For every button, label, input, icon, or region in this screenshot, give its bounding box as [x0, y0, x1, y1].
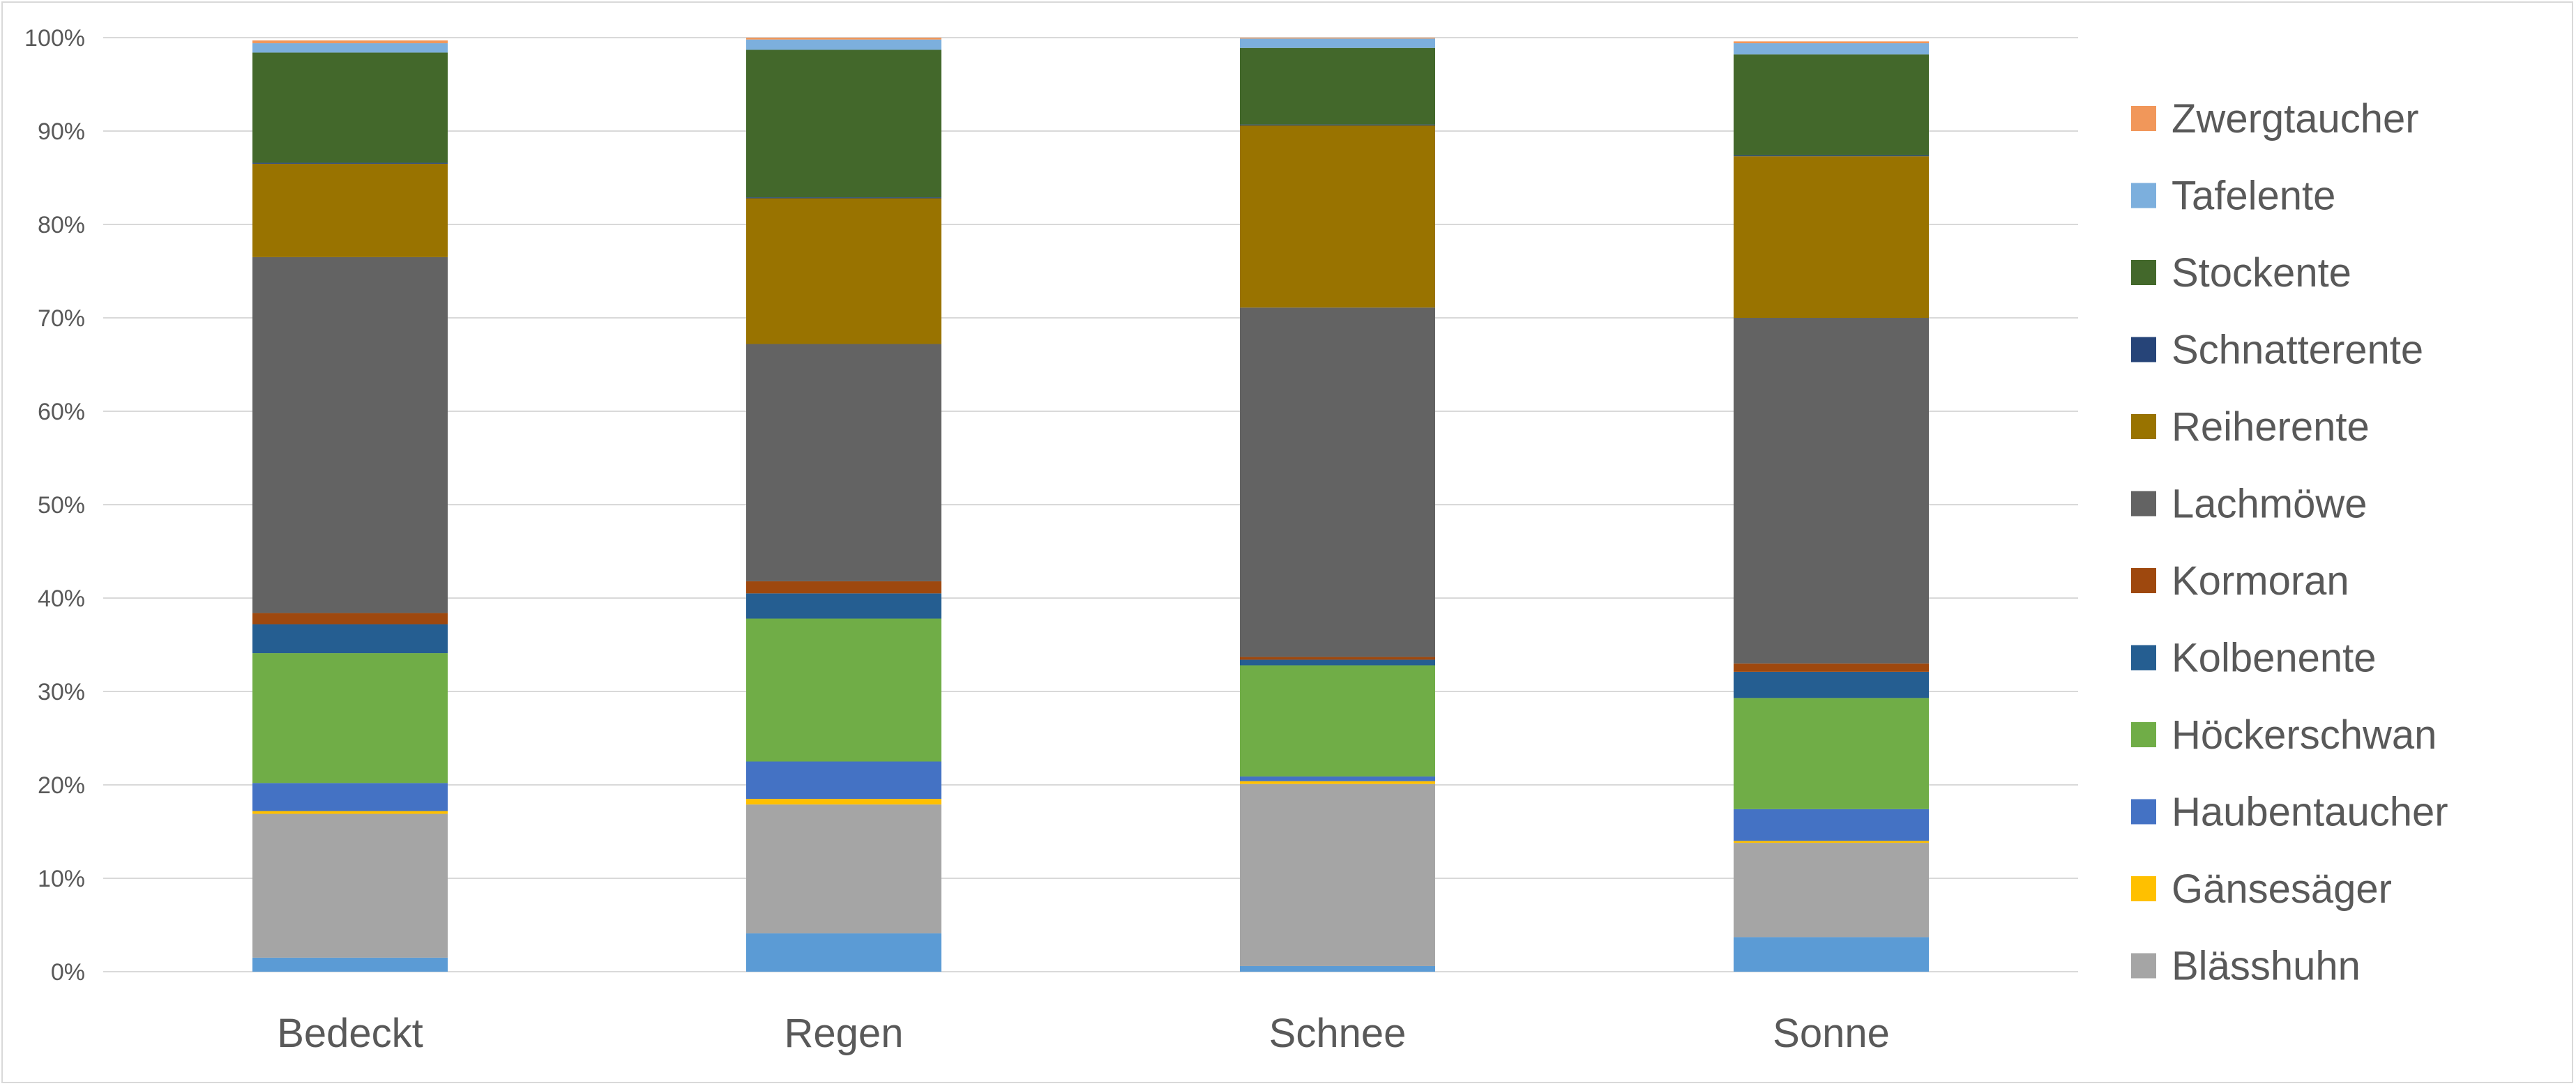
- bar-segment: [1240, 965, 1435, 972]
- bar-segment-kolbenente: [1240, 659, 1435, 666]
- bar-segment-zwergtaucher: [252, 40, 448, 44]
- bar-segment-gänsesäger: [746, 799, 941, 805]
- bar-segment: [252, 957, 448, 972]
- bar-segment-schnatterente: [746, 197, 941, 199]
- legend-label: Höckerschwan: [2172, 712, 2437, 758]
- bar-segment-tafelente: [252, 43, 448, 53]
- legend-swatch: [2131, 414, 2156, 439]
- bar-segment-höckerschwan: [1240, 665, 1435, 777]
- legend-label: Blässhuhn: [2172, 944, 2361, 989]
- bar-segment-schnatterente: [252, 162, 448, 164]
- bar-segment-höckerschwan: [746, 618, 941, 762]
- y-tick-label: 20%: [38, 772, 85, 799]
- legend-swatch: [2131, 953, 2156, 979]
- legend-label: Gänsesäger: [2172, 866, 2392, 912]
- legend-swatch: [2131, 106, 2156, 131]
- bar-segment-höckerschwan: [252, 653, 448, 783]
- x-tick-label: Bedeckt: [277, 1011, 423, 1056]
- bar-segment-kolbenente: [746, 593, 941, 619]
- y-tick-label: 100%: [24, 25, 85, 52]
- legend-label: Reiherente: [2172, 404, 2370, 450]
- y-tick-label: 60%: [38, 399, 85, 425]
- legend-swatch: [2131, 260, 2156, 285]
- x-tick-label: Schnee: [1269, 1011, 1407, 1056]
- bar-segment-kolbenente: [1734, 671, 1929, 698]
- bar-segment-kormoran: [252, 613, 448, 625]
- bar-segment-lachmöwe: [252, 257, 448, 613]
- bar-segment-haubentaucher: [1734, 809, 1929, 841]
- bar-segment-stockente: [746, 49, 941, 198]
- legend-label: Tafelente: [2172, 174, 2335, 219]
- y-tick-label: 30%: [38, 679, 85, 705]
- legend-label: Lachmöwe: [2172, 482, 2367, 527]
- bar-segment-blässhuhn: [1734, 843, 1929, 938]
- legend-label: Kolbenente: [2172, 636, 2376, 681]
- bar-segment-tafelente: [1240, 38, 1435, 48]
- bar-segment-kolbenente: [252, 624, 448, 654]
- bar-segment-höckerschwan: [1734, 698, 1929, 809]
- legend-swatch: [2131, 337, 2156, 362]
- bar-segment-reiherente: [1240, 125, 1435, 308]
- bar-segment-gänsesäger: [252, 811, 448, 814]
- bar-segment-kormoran: [1734, 663, 1929, 672]
- bar-segment-haubentaucher: [746, 761, 941, 800]
- legend-swatch: [2131, 876, 2156, 901]
- bar-segment-haubentaucher: [252, 783, 448, 811]
- y-tick-label: 50%: [38, 492, 85, 519]
- legend-label: Schnatterente: [2172, 328, 2423, 373]
- bar-segment-gänsesäger: [1240, 781, 1435, 784]
- legend-swatch: [2131, 645, 2156, 671]
- legend-swatch: [2131, 799, 2156, 825]
- x-tick-label: Regen: [785, 1011, 904, 1056]
- bar-segment-stockente: [1240, 47, 1435, 125]
- y-tick-label: 40%: [38, 586, 85, 612]
- bars: [252, 38, 1929, 972]
- bar-segment-schnatterente: [1734, 155, 1929, 157]
- bar-segment-blässhuhn: [1240, 783, 1435, 966]
- y-tick-label: 80%: [38, 212, 85, 238]
- bar-segment-kormoran: [1240, 657, 1435, 660]
- legend-label: Stockente: [2172, 250, 2351, 296]
- bar-segment-blässhuhn: [252, 813, 448, 958]
- x-tick-label: Sonne: [1773, 1011, 1890, 1056]
- legend-swatch: [2131, 491, 2156, 517]
- legend-swatch: [2131, 568, 2156, 593]
- y-tick-label: 0%: [51, 959, 85, 986]
- bar-segment-reiherente: [252, 163, 448, 257]
- y-tick-label: 10%: [38, 866, 85, 892]
- legend-swatch: [2131, 722, 2156, 747]
- y-tick-label: 90%: [38, 118, 85, 145]
- y-tick-label: 70%: [38, 305, 85, 332]
- bar-segment: [746, 933, 941, 972]
- legend-label: Kormoran: [2172, 558, 2349, 604]
- bar-segment: [1734, 937, 1929, 972]
- legend: Zwergtaucher Tafelente Stockente Schnattere…: [2131, 96, 2448, 989]
- bar-segment-lachmöwe: [1734, 318, 1929, 664]
- bar-segment-kormoran: [746, 581, 941, 594]
- bar-segment-gänsesäger: [1734, 841, 1929, 843]
- bar-segment-haubentaucher: [1240, 776, 1435, 781]
- bar-segment-lachmöwe: [1240, 307, 1435, 657]
- bar-segment-stockente: [1734, 54, 1929, 155]
- bar-segment-tafelente: [746, 39, 941, 50]
- bar-segment-zwergtaucher: [746, 38, 941, 40]
- bar-segment-reiherente: [746, 198, 941, 344]
- legend-label: Haubentaucher: [2172, 790, 2448, 835]
- bar-segment-tafelente: [1734, 43, 1929, 55]
- bar-segment-zwergtaucher: [1734, 41, 1929, 44]
- legend-label: Zwergtaucher: [2172, 96, 2419, 142]
- legend-swatch: [2131, 183, 2156, 208]
- bar-segment-lachmöwe: [746, 344, 941, 581]
- y-axis: 0% 10% 20% 30% 40% 50% 60% 70% 80% 90% 100%: [24, 25, 85, 986]
- bar-segment-blässhuhn: [746, 804, 941, 934]
- bar-segment-stockente: [252, 52, 448, 163]
- x-axis: Bedeckt Regen Schnee Sonne: [277, 1011, 1890, 1056]
- bar-segment-reiherente: [1734, 156, 1929, 318]
